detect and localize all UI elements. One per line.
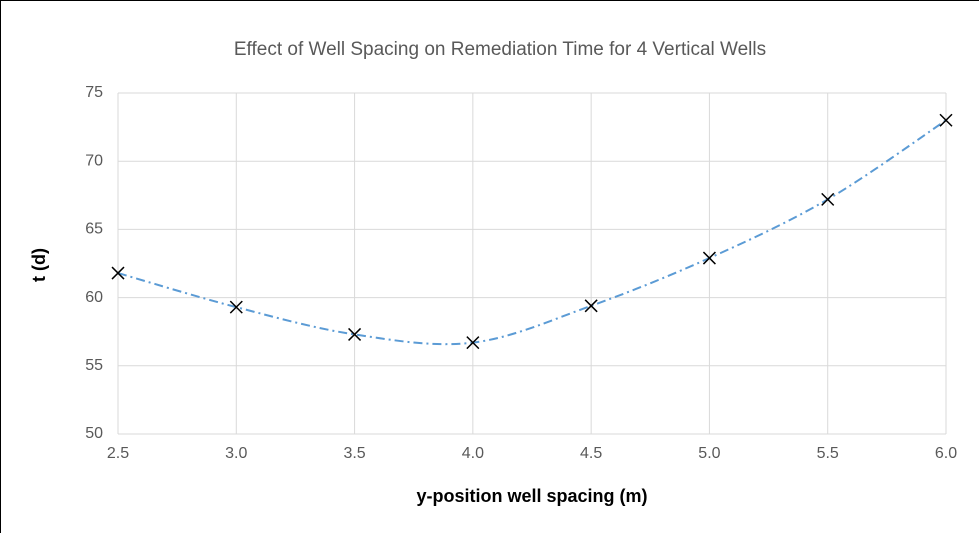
chart-title: Effect of Well Spacing on Remediation Ti… bbox=[234, 39, 766, 60]
marker bbox=[111, 266, 125, 280]
y-tick-label: 50 bbox=[85, 425, 103, 442]
x-tick-label: 5.5 bbox=[817, 445, 839, 462]
trend-line bbox=[117, 119, 947, 346]
y-tick-label: 55 bbox=[85, 357, 103, 374]
y-tick-label: 70 bbox=[85, 152, 103, 169]
marker bbox=[584, 299, 598, 313]
x-tick-label: 4.0 bbox=[462, 445, 484, 462]
marker bbox=[939, 113, 953, 127]
y-axis-label: t (d) bbox=[29, 248, 49, 282]
x-tick-label: 2.5 bbox=[107, 445, 129, 462]
marker bbox=[702, 251, 716, 265]
marker bbox=[821, 192, 835, 206]
x-axis-label: y-position well spacing (m) bbox=[416, 486, 647, 506]
y-tick-label: 60 bbox=[85, 289, 103, 306]
x-tick-label: 3.5 bbox=[343, 445, 365, 462]
marker bbox=[348, 327, 362, 341]
marker bbox=[229, 300, 243, 314]
x-tick-label: 3.0 bbox=[225, 445, 247, 462]
x-tick-label: 6.0 bbox=[935, 445, 957, 462]
y-tick-label: 75 bbox=[85, 84, 103, 101]
x-tick-label: 4.5 bbox=[580, 445, 602, 462]
marker bbox=[466, 336, 480, 350]
y-tick-label: 65 bbox=[85, 221, 103, 238]
x-tick-label: 5.0 bbox=[698, 445, 720, 462]
